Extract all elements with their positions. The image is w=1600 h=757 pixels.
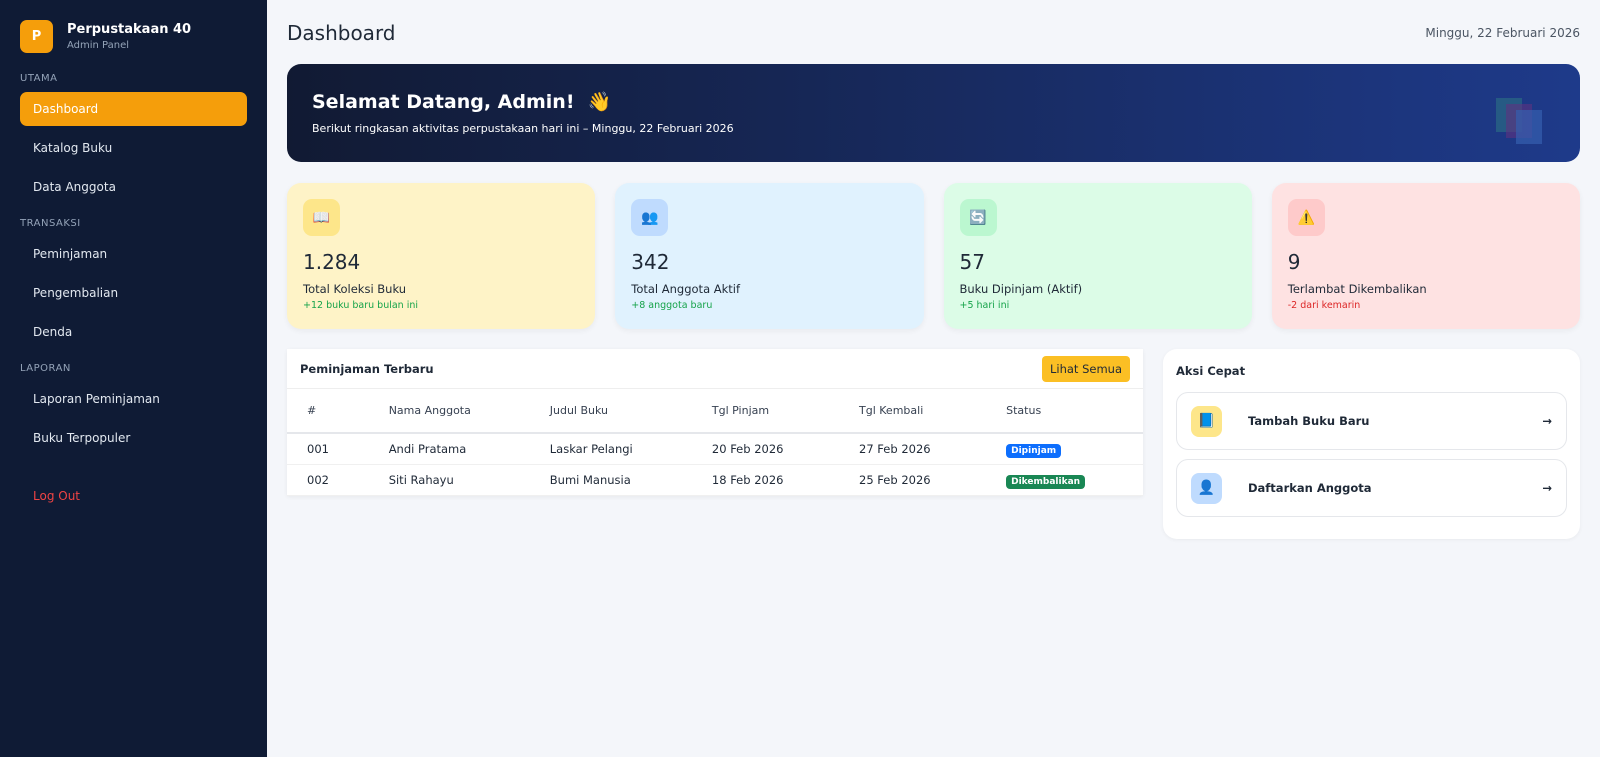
table-row: 002 Siti Rahayu Bumi Manusia 18 Feb 2026 25 … xyxy=(287,464,1143,496)
column-header: Nama Anggota xyxy=(368,389,530,434)
stat-value: 9 xyxy=(1287,250,1301,274)
stat-label: Total Koleksi Buku xyxy=(303,282,407,296)
stat-label: Total Anggota Aktif xyxy=(631,282,741,296)
stat-note: +12 buku baru bulan ini xyxy=(303,300,419,311)
menu-item[interactable]: Peminjaman xyxy=(33,247,108,261)
menu-item[interactable]: Laporan Peminjaman xyxy=(33,392,160,406)
banner-subtitle: Berikut ringkasan aktivitas perpustakaan… xyxy=(312,122,734,135)
view-all-button[interactable]: Lihat Semua xyxy=(1041,355,1130,382)
banner-emoji: 👋 xyxy=(587,91,612,113)
quick-action-label: Daftarkan Anggota xyxy=(1248,481,1372,495)
table-cell: 20 Feb 2026 xyxy=(691,433,840,465)
menu-item[interactable]: Denda xyxy=(33,325,73,339)
logo: P xyxy=(20,20,53,53)
table-cell: Andi Pratama xyxy=(368,433,530,465)
quick-action[interactable]: 👤 Daftarkan Anggota → xyxy=(1176,459,1567,517)
quick-action[interactable]: 📘 Tambah Buku Baru → xyxy=(1176,392,1567,450)
table-cell: Laskar Pelangi xyxy=(529,433,692,465)
section-title: LAPORAN xyxy=(20,363,71,374)
loans-header: Peminjaman Terbaru Lihat Semua xyxy=(287,349,1143,389)
stat-note: +8 anggota baru xyxy=(631,300,713,311)
column-header: # xyxy=(287,389,369,434)
stat-icon: 🔄 xyxy=(959,199,997,236)
quick-action-label: Tambah Buku Baru xyxy=(1248,414,1370,428)
status-cell: Dipinjam xyxy=(986,433,1143,465)
table-cell: 18 Feb 2026 xyxy=(691,464,840,496)
loans-title: Peminjaman Terbaru xyxy=(300,361,434,376)
stat-icon: ⚠️ xyxy=(1287,199,1325,236)
column-header: Judul Buku xyxy=(529,389,692,434)
bottom: Peminjaman Terbaru Lihat Semua # Nama Ang… xyxy=(287,349,1580,539)
date: Minggu, 22 Februari 2026 xyxy=(1425,26,1580,40)
menu-item[interactable]: Data Anggota xyxy=(33,180,116,194)
stat-icon: 📖 xyxy=(303,199,340,236)
stat-value: 57 xyxy=(959,250,985,274)
quick-action-arrow: → xyxy=(1542,481,1552,495)
status-badge: Dipinjam xyxy=(1006,444,1062,458)
table-head: # Nama Anggota Judul Buku Tgl Pinjam Tgl Kem… xyxy=(287,389,1143,434)
brand: P Perpustakaan 40 Admin Panel xyxy=(20,20,247,53)
table-cell: Bumi Manusia xyxy=(529,464,692,496)
quick-action-icon: 📘 xyxy=(1191,405,1222,437)
stat-value: 1.284 xyxy=(303,250,361,274)
stat-card: ⚠️ 9 Terlambat Dikembalikan -2 dari kemarin xyxy=(1271,183,1580,329)
status-badge: Dikembalikan xyxy=(1006,475,1086,489)
section-title: TRANSAKSI xyxy=(20,218,81,229)
menu-item[interactable]: Buku Terpopuler xyxy=(33,431,131,445)
quick-actions-title: Aksi Cepat xyxy=(1176,364,1246,378)
quick-action-icon: 👤 xyxy=(1191,472,1222,504)
header-row: # Nama Anggota Judul Buku Tgl Pinjam Tgl Kem… xyxy=(287,389,1143,434)
stat-label: Buku Dipinjam (Aktif) xyxy=(959,282,1083,296)
column-header: Tgl Kembali xyxy=(839,389,987,434)
menu: UTAMA Dashboard Katalog Buku Data Anggota TR… xyxy=(20,73,247,455)
banner-title: Selamat Datang, Admin! 👋 xyxy=(312,90,1555,113)
menu-item[interactable]: Katalog Buku xyxy=(33,141,113,155)
stat-label: Terlambat Dikembalikan xyxy=(1287,282,1427,296)
stat-value: 342 xyxy=(631,250,670,274)
brand-subtitle: Admin Panel xyxy=(67,40,130,51)
menu-item[interactable]: Dashboard xyxy=(20,92,247,126)
stat-card: 👥 342 Total Anggota Aktif +8 anggota baru xyxy=(615,183,924,329)
brand-text: Perpustakaan 40 Admin Panel xyxy=(67,22,191,51)
stat-note: +5 hari ini xyxy=(959,300,1010,311)
section-title: UTAMA xyxy=(20,73,58,84)
main: Dashboard Minggu, 22 Februari 2026 Selam… xyxy=(267,0,1600,757)
table-cell: 27 Feb 2026 xyxy=(839,433,987,465)
sidebar: P Perpustakaan 40 Admin Panel UTAMA Dashb… xyxy=(0,0,267,757)
table-row: 001 Andi Pratama Laskar Pelangi 20 Feb 2026… xyxy=(287,433,1143,465)
stat-note: -2 dari kemarin xyxy=(1287,300,1361,311)
column-header: Tgl Pinjam xyxy=(691,389,840,434)
logout[interactable]: Log Out xyxy=(33,489,81,503)
banner-icon xyxy=(1496,98,1542,144)
header: Dashboard Minggu, 22 Februari 2026 xyxy=(287,20,1580,46)
page-title: Dashboard xyxy=(287,21,396,45)
table-cell: 002 xyxy=(287,464,369,496)
stat-icon: 👥 xyxy=(631,199,669,236)
table-cell: 25 Feb 2026 xyxy=(839,464,987,496)
quick-actions: Aksi Cepat 📘 Tambah Buku Baru → 👤 Daftarkan … xyxy=(1163,349,1580,539)
menu-item[interactable]: Pengembalian xyxy=(33,286,119,300)
table-cell: 001 xyxy=(287,433,369,465)
quick-action-arrow: → xyxy=(1542,414,1552,428)
status-cell: Dikembalikan xyxy=(986,464,1143,496)
stats: 📖 1.284 Total Koleksi Buku +12 buku baru bu… xyxy=(287,183,1580,329)
table-cell: Siti Rahayu xyxy=(368,464,530,496)
stat-card: 📖 1.284 Total Koleksi Buku +12 buku baru bu… xyxy=(287,183,596,329)
table-body: 001 Andi Pratama Laskar Pelangi 20 Feb 2026… xyxy=(287,433,1143,496)
loans-table: # Nama Anggota Judul Buku Tgl Pinjam Tgl Kem… xyxy=(287,389,1143,496)
column-header: Status xyxy=(986,389,1143,434)
loans-card: Peminjaman Terbaru Lihat Semua # Nama Ang… xyxy=(287,349,1143,496)
banner: Selamat Datang, Admin! 👋 Berikut ringkas… xyxy=(287,64,1580,162)
banner-title-text: Selamat Datang, Admin! xyxy=(312,91,575,113)
stat-card: 🔄 57 Buku Dipinjam (Aktif) +5 hari ini xyxy=(943,183,1252,329)
brand-name: Perpustakaan 40 xyxy=(67,22,192,37)
